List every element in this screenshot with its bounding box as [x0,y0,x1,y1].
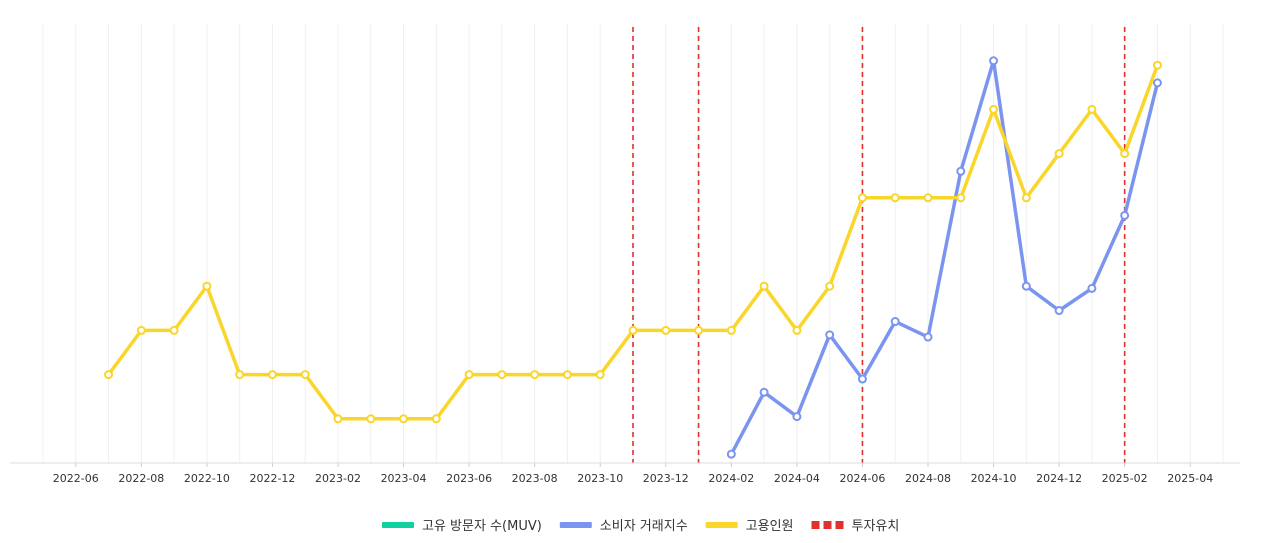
data-point [857,193,867,203]
data-point [1021,193,1031,203]
legend-item[interactable]: 투자유치 [811,519,900,534]
x-tick-label: 2024-12 [1036,472,1082,485]
legend-item[interactable]: 고유 방문자 수(MUV) [382,519,542,534]
data-point [825,330,835,340]
x-tick-label: 2023-08 [512,472,558,485]
data-point [989,104,999,114]
data-point [333,414,343,424]
data-point [694,325,704,335]
legend-swatch [823,521,832,529]
data-point [530,370,540,380]
data-point [1120,210,1130,220]
data-point [890,193,900,203]
data-point [562,370,572,380]
data-point [300,370,310,380]
data-point [792,412,802,422]
x-tick-label: 2022-10 [184,472,230,485]
data-point [661,325,671,335]
legend-label: 고용인원 [746,519,794,534]
data-point [923,332,933,342]
legend-swatch [835,521,844,529]
legend-label: 소비자 거래지수 [600,519,688,534]
x-tick-label: 2023-06 [446,472,492,485]
data-point [399,414,409,424]
data-point [431,414,441,424]
series-line [729,59,1160,456]
data-point [956,193,966,203]
legend: 고유 방문자 수(MUV) 소비자 거래지수 고용인원 투자유치 [382,519,899,534]
data-point [235,370,245,380]
x-tick-label: 2024-02 [708,472,754,485]
legend-item[interactable]: 소비자 거래지수 [559,519,688,534]
data-point [628,325,638,335]
legend-swatch [559,522,592,528]
data-point [890,317,900,327]
data-point [1054,149,1064,159]
data-point [202,281,212,291]
x-tick-label: 2023-02 [315,472,361,485]
x-tick-label: 2025-02 [1102,472,1148,485]
data-point [825,281,835,291]
data-point [1087,283,1097,293]
data-point [267,370,277,380]
x-tick-label: 2024-06 [839,472,885,485]
x-tick-label: 2024-08 [905,472,951,485]
legend-swatch [705,522,738,528]
data-point [759,387,769,397]
x-tick-label: 2023-12 [643,472,689,485]
data-point [104,370,114,380]
x-tick-label: 2024-10 [971,472,1017,485]
x-tick-label: 2024-04 [774,472,820,485]
data-point [136,325,146,335]
data-point [464,370,474,380]
data-point [1152,60,1162,70]
legend-label: 투자유치 [852,519,900,534]
data-point [366,414,376,424]
data-point [956,166,966,176]
x-tick-label: 2023-04 [381,472,427,485]
x-tick-label: 2023-10 [577,472,623,485]
x-tick-label: 2025-04 [1167,472,1213,485]
data-point [759,281,769,291]
data-point [989,56,999,66]
data-point [595,370,605,380]
investment-event-lines [632,27,1126,463]
data-point [497,370,507,380]
legend-swatch [811,521,820,529]
legend-item[interactable]: 고용인원 [705,519,794,534]
x-tick-label: 2022-06 [53,472,99,485]
data-point [169,325,179,335]
x-tick-label: 2022-08 [118,472,164,485]
data-point [857,374,867,384]
legend-swatch [382,522,414,528]
series [726,56,1162,459]
data-point [1054,306,1064,316]
data-point [726,325,736,335]
data-point [1152,78,1162,88]
x-axis-ticks: 2022-06 2022-08 2022-10 2022-12 2023-02 2023-… [53,463,1213,485]
data-point [1087,104,1097,114]
x-tick-label: 2022-12 [249,472,295,485]
data-point [726,449,736,459]
data-point [1120,149,1130,159]
data-point [923,193,933,203]
data-point [792,325,802,335]
series [104,60,1162,424]
data-point [1021,281,1031,291]
series-group [104,56,1162,459]
legend-label: 고유 방문자 수(MUV) [422,519,542,534]
